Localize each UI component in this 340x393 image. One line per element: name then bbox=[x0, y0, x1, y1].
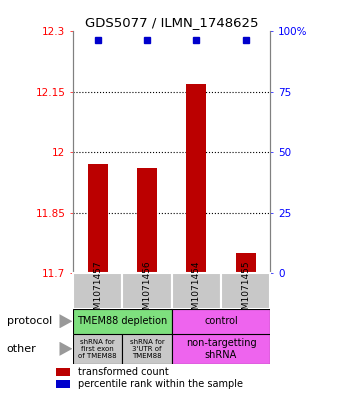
Text: other: other bbox=[7, 344, 36, 354]
Bar bbox=[122, 334, 172, 364]
Text: protocol: protocol bbox=[7, 316, 52, 326]
Bar bbox=[186, 84, 206, 273]
Bar bbox=[56, 368, 70, 376]
Text: GSM1071456: GSM1071456 bbox=[142, 261, 152, 321]
Bar bbox=[172, 273, 221, 309]
Text: transformed count: transformed count bbox=[78, 367, 168, 377]
Polygon shape bbox=[59, 342, 72, 356]
Bar bbox=[137, 168, 157, 273]
Bar bbox=[172, 309, 270, 334]
Text: shRNA for
3'UTR of
TMEM88: shRNA for 3'UTR of TMEM88 bbox=[130, 339, 165, 359]
Text: shRNA for
first exon
of TMEM88: shRNA for first exon of TMEM88 bbox=[79, 339, 117, 359]
Text: non-targetting
shRNA: non-targetting shRNA bbox=[186, 338, 256, 360]
Bar bbox=[56, 380, 70, 388]
Bar bbox=[73, 309, 172, 334]
Text: TMEM88 depletion: TMEM88 depletion bbox=[77, 316, 168, 326]
Text: control: control bbox=[204, 316, 238, 326]
Text: GSM1071454: GSM1071454 bbox=[192, 261, 201, 321]
Bar bbox=[73, 334, 122, 364]
Text: percentile rank within the sample: percentile rank within the sample bbox=[78, 379, 242, 389]
Bar bbox=[88, 164, 107, 273]
Polygon shape bbox=[59, 314, 72, 329]
Bar bbox=[122, 273, 172, 309]
Bar bbox=[172, 334, 270, 364]
Text: GSM1071455: GSM1071455 bbox=[241, 261, 250, 321]
Bar bbox=[73, 273, 122, 309]
Bar bbox=[236, 253, 256, 273]
Title: GDS5077 / ILMN_1748625: GDS5077 / ILMN_1748625 bbox=[85, 16, 258, 29]
Text: GSM1071457: GSM1071457 bbox=[93, 261, 102, 321]
Bar bbox=[221, 273, 270, 309]
